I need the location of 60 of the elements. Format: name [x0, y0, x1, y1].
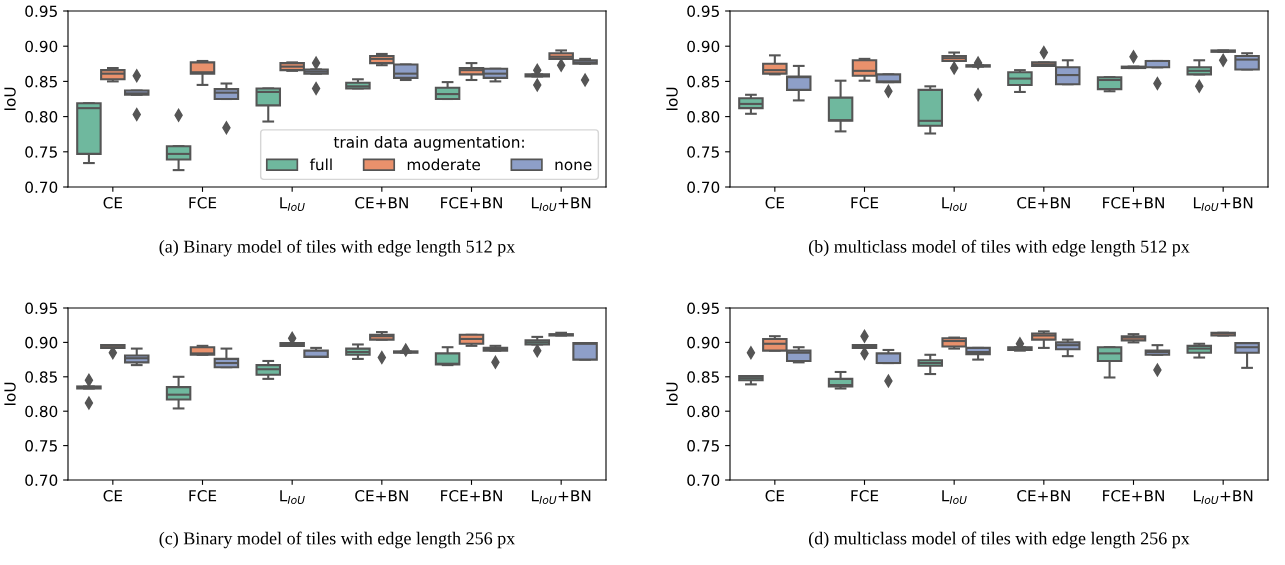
y-tick-label: 0.75	[25, 440, 57, 452]
x-tick-label: L$_{IoU}$+BN	[1193, 490, 1253, 504]
x-tick-label: CE+BN	[1017, 489, 1070, 502]
y-axis-title: IoU	[4, 87, 16, 111]
legend-label: moderate	[407, 158, 480, 171]
x-tick-label: FCE	[189, 489, 217, 502]
x-tick-label: L$_{IoU}$	[942, 197, 967, 211]
text: (d) multiclass model of tiles with edge length 256 px	[808, 531, 1190, 549]
y-tick-label: 0.95	[687, 302, 719, 315]
x-tick-label: CE+BN	[355, 489, 408, 502]
legend-label: none	[555, 161, 592, 171]
x-tick-label: CE	[765, 196, 785, 209]
x-tick-label: L$_{IoU}$+BN	[1193, 197, 1253, 211]
y-tick-label: 0.80	[25, 405, 58, 418]
y-tick-label: 0.85	[687, 371, 719, 383]
y-tick-label: 0.70	[687, 474, 720, 487]
legend-title: train data augmentation:	[333, 136, 524, 151]
x-tick-label: CE+BN	[355, 196, 408, 209]
y-tick-label: 0.85	[687, 75, 719, 88]
y-tick-label: 0.80	[687, 405, 720, 418]
y-tick-label: 0.70	[25, 181, 58, 194]
y-tick-label: 0.80	[25, 111, 58, 123]
y-tick-label: 0.95	[687, 5, 719, 18]
x-tick-label: CE	[103, 489, 123, 502]
x-tick-label: CE+BN	[1017, 196, 1070, 209]
x-tick-label: L$_{IoU}$+BN	[531, 490, 591, 504]
x-tick-label: L$_{IoU}$	[280, 490, 305, 504]
x-tick-label: FCE+BN	[441, 196, 502, 209]
x-tick-label: CE	[765, 489, 785, 502]
x-tick-label: FCE	[851, 489, 879, 502]
y-tick-label: 0.90	[25, 40, 58, 53]
y-tick-label: 0.85	[25, 75, 57, 88]
y-tick-label: 0.70	[25, 474, 58, 487]
y-tick-label: 0.90	[25, 336, 58, 349]
y-tick-label: 0.80	[687, 111, 720, 123]
x-tick-label: L$_{IoU}$	[280, 197, 305, 211]
y-tick-label: 0.70	[687, 181, 720, 194]
x-tick-label: CE	[103, 196, 123, 209]
y-tick-label: 0.90	[687, 336, 720, 349]
text: (b) multiclass model of tiles with edge length 512 px	[808, 239, 1190, 257]
x-tick-label: L$_{IoU}$+BN	[531, 197, 591, 211]
x-tick-label: FCE+BN	[1103, 489, 1164, 502]
y-tick-label: 0.95	[25, 302, 57, 315]
x-tick-label: FCE+BN	[1103, 196, 1164, 209]
legend-label: full	[309, 158, 332, 171]
x-tick-label: FCE	[189, 196, 217, 209]
y-tick-label: 0.75	[687, 440, 719, 452]
y-tick-label: 0.75	[687, 146, 719, 158]
y-axis-title: IoU	[666, 382, 678, 406]
text: (c) Binary model of tiles with edge length 256 px	[159, 531, 516, 549]
x-tick-label: FCE	[851, 196, 879, 209]
y-axis-title: IoU	[4, 382, 16, 406]
x-tick-label: L$_{IoU}$	[942, 490, 967, 504]
text: (a) Binary model of tiles with edge length 512 px	[159, 239, 516, 257]
y-tick-label: 0.75	[25, 146, 57, 158]
y-tick-label: 0.95	[25, 5, 57, 18]
y-tick-label: 0.85	[25, 371, 57, 383]
y-tick-label: 0.90	[687, 40, 720, 53]
x-tick-label: FCE+BN	[441, 489, 502, 502]
y-axis-title: IoU	[666, 87, 678, 111]
